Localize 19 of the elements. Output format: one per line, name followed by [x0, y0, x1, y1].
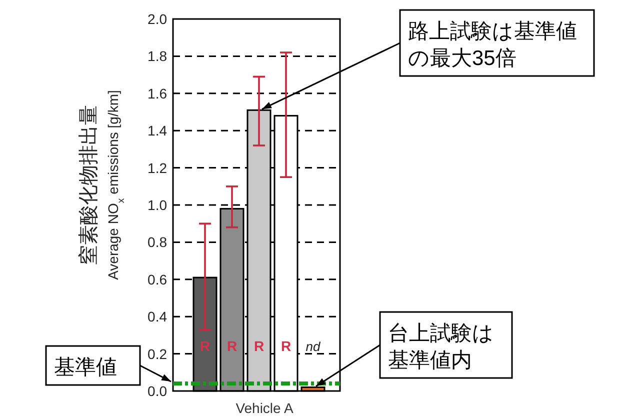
data-label: R: [226, 338, 238, 354]
y-tick-label: 1.6: [148, 85, 168, 102]
y-tick-label: 0.0: [148, 383, 168, 399]
y-tick-label: 1.0: [148, 197, 168, 213]
y-tick-label: 0.2: [148, 346, 168, 362]
ref-line-label: 基準値: [54, 356, 117, 379]
x-axis-title: Vehicle A: [236, 400, 294, 416]
data-label: R: [254, 338, 264, 354]
callout: 路上試験は基準値の最大35倍: [262, 9, 595, 110]
y-tick-label: 1.4: [148, 122, 168, 139]
y-tick-label: 2.0: [148, 11, 168, 27]
y-tick-label: 0.8: [148, 234, 168, 250]
y-tick-label: 1.2: [148, 160, 168, 176]
data-label: R: [200, 338, 210, 354]
data-label: R: [280, 338, 292, 354]
y-tick-label: 0.6: [148, 271, 168, 288]
data-label: nd: [306, 339, 321, 354]
y-tick-label: 1.8: [148, 48, 168, 64]
y-tick-label: 0.4: [148, 308, 168, 325]
